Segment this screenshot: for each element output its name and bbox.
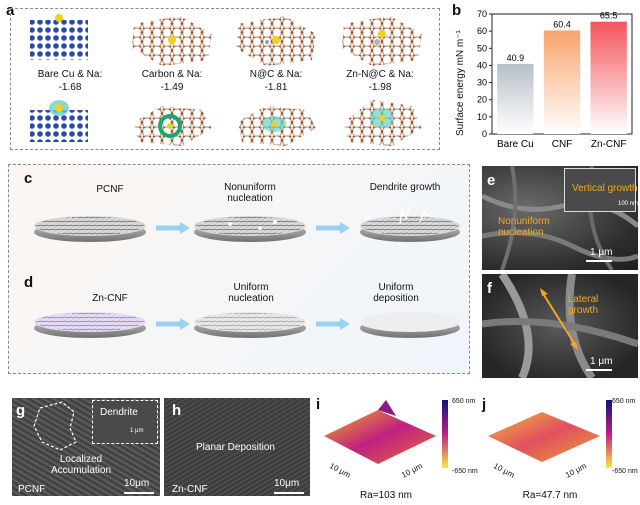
panel-b-letter: b: [452, 2, 462, 19]
panel-j-ra: Ra=47.7 nm: [522, 490, 578, 501]
bar-zn-cnf: [590, 21, 627, 134]
panel-i-ra: Ra=103 nm: [360, 490, 412, 501]
panel-h-scale: 10μm: [274, 478, 300, 489]
panel-j-afm: [488, 400, 612, 468]
panel-i-afm: [324, 400, 448, 468]
disc-c2: [194, 216, 306, 242]
panel-g-label-pcnf: PCNF: [18, 484, 46, 495]
x-category-label-0: Bare Cu: [497, 139, 534, 150]
panel-e-label-nonuniform: Nonuniform nucleation: [498, 216, 550, 238]
y-tick-label-0: 0: [482, 129, 487, 139]
bar-value-label-1: 60.4: [553, 19, 571, 29]
panel-e-scale-bar: [586, 260, 612, 262]
panel-g-label-dendrite: Dendrite: [100, 407, 138, 418]
panel-a-label-2: Carbon & Na:: [141, 69, 203, 80]
disc-c1: [34, 216, 146, 242]
panel-e-label-vertical: Vertical growth: [572, 183, 638, 194]
panel-h-letter: h: [172, 402, 182, 419]
panel-a-label-1: Bare Cu & Na:: [37, 69, 103, 80]
panel-cd-discs: [34, 205, 460, 338]
disc-c3: [360, 205, 460, 242]
bar-value-label-2: 65.5: [600, 11, 618, 21]
panel-h-label-planar: Planar Deposition: [196, 442, 275, 453]
panel-d-letter: d: [24, 274, 34, 291]
y-tick-label-5: 50: [477, 43, 487, 53]
panel-f-letter: f: [487, 280, 492, 297]
panel-g-inset-scale: 1 μm: [130, 428, 144, 434]
panel-i-cbar-top: 650 nm: [452, 398, 476, 405]
panel-e-inset: [564, 168, 636, 212]
bar-value-label-0: 40.9: [507, 53, 525, 63]
bar-cnf: [543, 30, 581, 135]
disc-d1: [34, 312, 146, 338]
panel-i-letter: i: [316, 396, 321, 413]
panel-a-label-3: N@C & Na:: [249, 69, 303, 80]
panel-f-scale-bar: [586, 369, 612, 371]
panel-d-stage-1: Zn-CNF: [92, 293, 128, 304]
panel-j-cbar-top: 650 nm: [612, 398, 636, 405]
y-tick-label-4: 40: [477, 60, 487, 70]
panel-c-letter: c: [24, 170, 33, 187]
panel-g-scale-bar: [124, 492, 154, 494]
panel-d-stage-2: Uniform nucleation: [228, 282, 274, 304]
panel-g-label-localized: Localized Accumulation: [50, 454, 112, 476]
panel-e-scale: 1 μm: [590, 247, 613, 258]
panel-e-inset-scale: 100 nm: [618, 201, 639, 207]
y-tick-label-1: 10: [477, 112, 487, 122]
panel-e-image: [482, 166, 638, 270]
panel-c-stage-3: Dendrite growth: [369, 182, 441, 193]
panel-f-label-lateral: Lateral growth: [567, 294, 599, 316]
panel-c-stage-1: PCNF: [96, 184, 124, 195]
panel-h-label-zncnf: Zn-CNF: [172, 484, 208, 495]
panel-a-frame: [10, 8, 440, 150]
panel-f-image: [482, 274, 638, 378]
y-tick-label-3: 30: [477, 78, 487, 88]
panel-f-scale: 1 μm: [590, 356, 613, 367]
panel-g-inset: [92, 400, 158, 444]
surface-energy-chart: 0 10 20 30 40 50 60 70 40.9 Bare Cu 60.4 CNF 65.5 Zn-…: [477, 9, 633, 150]
panel-a-label-4: Zn-N@C & Na:: [346, 69, 414, 80]
panel-a-structures: [30, 14, 422, 146]
panel-a-value-1: -1.68: [58, 82, 82, 93]
x-category-label-2: Zn-CNF: [591, 139, 627, 150]
panel-e-letter: e: [487, 172, 496, 189]
panel-j-letter: j: [482, 396, 487, 413]
bar-bare-cu: [497, 63, 534, 135]
panel-a-value-3: -1.81: [264, 82, 288, 93]
x-category-label-1: CNF: [552, 139, 573, 150]
y-tick-label-6: 60: [477, 26, 487, 36]
panel-h-scale-bar: [274, 492, 304, 494]
panel-i-cbar-bottom: -650 nm: [452, 468, 478, 475]
disc-d3: [360, 312, 460, 338]
disc-d2: [194, 312, 306, 338]
panel-g-image: [12, 398, 160, 496]
panel-a-value-4: -1.98: [368, 82, 392, 93]
panel-a-value-2: -1.49: [160, 82, 184, 93]
panel-g-scale: 10μm: [124, 478, 150, 489]
panel-g-letter: g: [16, 402, 26, 419]
panel-c-stage-2: Nonuniform nucleation: [224, 182, 276, 204]
panel-d-stage-3: Uniform deposition: [373, 282, 419, 304]
y-tick-label-2: 20: [477, 95, 487, 105]
panel-h-image: [164, 398, 310, 496]
chart-ylabel: Surface energy mN m⁻¹: [455, 30, 466, 136]
panel-cd-frame: [8, 164, 470, 374]
panel-j-cbar-bottom: -650 nm: [612, 468, 638, 475]
y-tick-label-7: 70: [477, 9, 487, 19]
